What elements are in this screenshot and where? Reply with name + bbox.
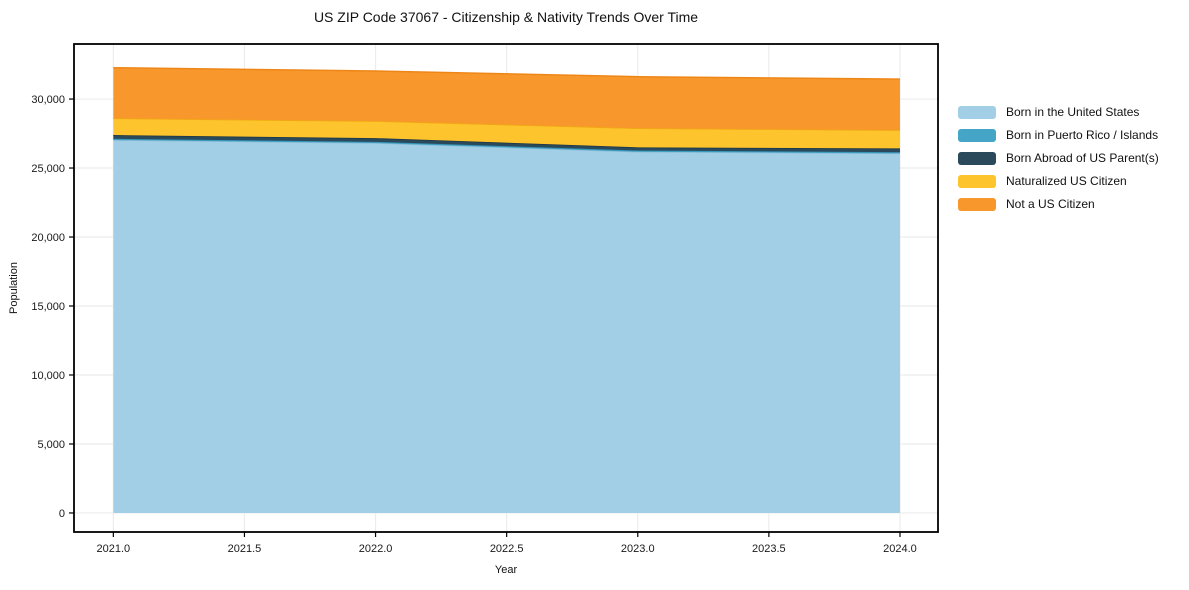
svg-text:10,000: 10,000 [31,370,65,382]
legend: Born in the United States Born in Puerto… [958,106,1159,221]
legend-item-born-abroad: Born Abroad of US Parent(s) [958,152,1159,165]
x-axis-label: Year [494,564,518,576]
svg-text:30,000: 30,000 [31,94,65,106]
svg-text:0: 0 [59,508,65,520]
legend-swatch-not-citizen [958,198,996,211]
legend-label: Born in Puerto Rico / Islands [1006,128,1159,142]
svg-text:25,000: 25,000 [31,163,65,175]
legend-swatch-born-puerto-rico [958,129,996,142]
legend-item-not-citizen: Not a US Citizen [958,198,1159,211]
svg-text:2021.5: 2021.5 [228,543,262,555]
legend-item-naturalized: Naturalized US Citizen [958,175,1159,188]
svg-text:2022.0: 2022.0 [359,543,393,555]
legend-label: Born in the United States [1006,105,1140,119]
legend-swatch-born-in-us [958,106,996,119]
legend-swatch-born-abroad [958,152,996,165]
y-axis-label: Population [8,262,20,314]
svg-text:15,000: 15,000 [31,301,65,313]
svg-text:20,000: 20,000 [31,232,65,244]
svg-text:2024.0: 2024.0 [883,543,917,555]
svg-text:5,000: 5,000 [37,439,65,451]
legend-item-born-puerto-rico: Born in Puerto Rico / Islands [958,129,1159,142]
svg-text:2022.5: 2022.5 [490,543,524,555]
svg-text:2023.5: 2023.5 [752,543,786,555]
legend-label: Not a US Citizen [1006,197,1095,211]
legend-swatch-naturalized [958,175,996,188]
legend-label: Born Abroad of US Parent(s) [1006,151,1159,165]
svg-text:2021.0: 2021.0 [97,543,131,555]
legend-item-born-in-us: Born in the United States [958,106,1159,119]
chart-title: US ZIP Code 37067 - Citizenship & Nativi… [313,9,699,25]
legend-label: Naturalized US Citizen [1006,174,1127,188]
svg-text:2023.0: 2023.0 [621,543,655,555]
